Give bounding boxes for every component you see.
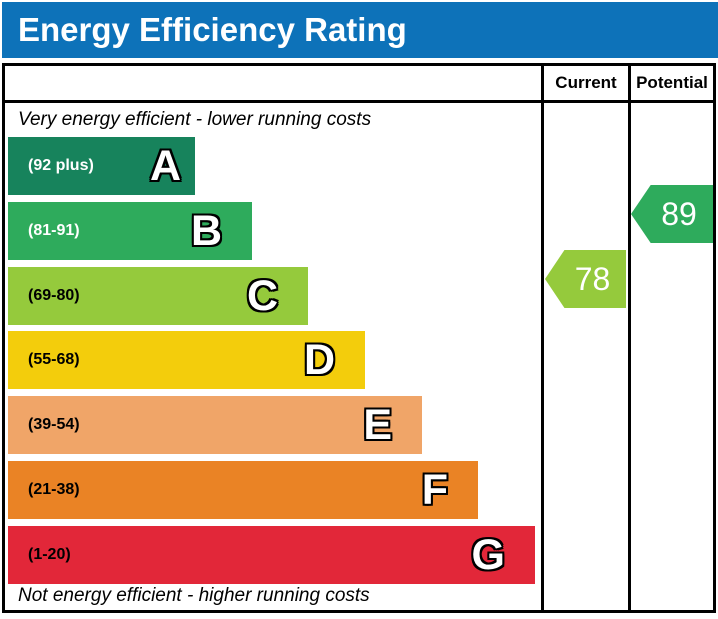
band-e-range-label: (39-54)	[28, 416, 80, 433]
potential-rating-value: 89	[661, 195, 697, 232]
band-f-letter: F	[421, 466, 448, 514]
column-divider-current	[541, 66, 544, 610]
band-f: (21-38) F	[8, 461, 478, 519]
page-title: Energy Efficiency Rating	[18, 11, 407, 48]
column-header-current: Current	[555, 73, 617, 92]
band-b-letter: B	[190, 207, 222, 255]
band-a: (92 plus) A	[8, 137, 195, 195]
band-b: (81-91) B	[8, 202, 252, 260]
band-c: (69-80) C	[8, 267, 308, 325]
band-f-range-label: (21-38)	[28, 481, 80, 498]
current-rating-value: 78	[574, 260, 611, 297]
band-d-range-label: (55-68)	[28, 351, 80, 368]
band-c-range-label: (69-80)	[28, 287, 80, 304]
caption-very-efficient: Very energy efficient - lower running co…	[18, 109, 372, 130]
band-e: (39-54) E	[8, 396, 422, 454]
band-c-letter: C	[246, 272, 278, 320]
band-e-letter: E	[363, 401, 392, 449]
band-b-range-label: (81-91)	[28, 222, 80, 239]
band-d-letter: D	[303, 336, 335, 384]
potential-rating-arrow: 89	[631, 185, 713, 243]
band-g-letter: G	[471, 531, 505, 579]
title-bar: Energy Efficiency Rating	[2, 2, 718, 58]
current-rating-arrow: 78	[545, 250, 626, 308]
column-header-potential: Potential	[636, 73, 708, 92]
band-d: (55-68) D	[8, 331, 365, 389]
caption-not-efficient: Not energy efficient - higher running co…	[18, 585, 370, 606]
band-a-range-label: (92 plus)	[28, 157, 94, 174]
band-g: (1-20) G	[8, 526, 535, 584]
band-g-range-label: (1-20)	[28, 546, 71, 563]
header-row-separator	[5, 100, 713, 103]
column-divider-potential	[628, 66, 631, 610]
band-a-letter: A	[149, 142, 181, 190]
